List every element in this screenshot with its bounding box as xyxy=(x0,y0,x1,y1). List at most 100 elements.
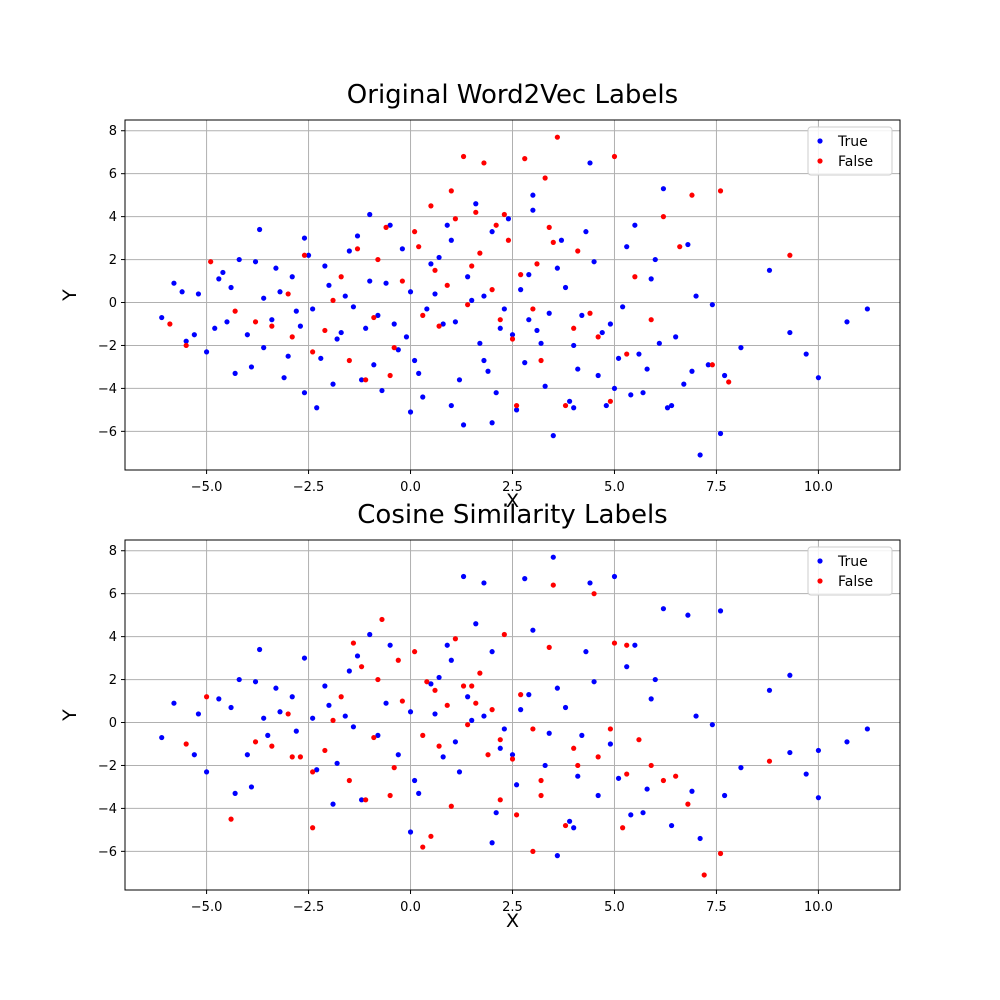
data-point-true xyxy=(195,291,202,297)
data-point-true xyxy=(546,310,552,316)
data-point-false xyxy=(387,792,393,799)
data-point-true xyxy=(420,394,426,400)
data-point-false xyxy=(428,833,434,839)
data-point-false xyxy=(473,209,479,215)
data-point-true xyxy=(440,321,446,327)
data-point-false xyxy=(701,872,707,878)
x-tick-label: −5.0 xyxy=(191,480,223,495)
data-point-true xyxy=(224,319,230,325)
data-point-true xyxy=(709,302,715,308)
data-point-false xyxy=(534,261,540,267)
data-point-false xyxy=(469,263,475,269)
data-point-true xyxy=(648,696,654,702)
data-point-true xyxy=(363,325,369,331)
data-point-true xyxy=(334,760,340,766)
data-point-true xyxy=(236,256,242,263)
data-point-false xyxy=(301,252,308,258)
x-axis-label: X xyxy=(506,490,519,512)
data-point-false xyxy=(485,752,491,758)
data-point-false xyxy=(412,229,418,235)
data-point-false xyxy=(350,640,357,646)
y-tick-label: 6 xyxy=(109,167,117,182)
data-point-false xyxy=(228,816,234,822)
data-point-true xyxy=(668,822,675,829)
legend-marker-false xyxy=(817,578,823,584)
data-point-true xyxy=(697,452,703,458)
data-point-false xyxy=(685,801,691,807)
y-tick-label: 6 xyxy=(109,587,117,602)
data-point-true xyxy=(652,676,658,683)
data-point-true xyxy=(787,749,793,756)
data-point-false xyxy=(538,777,544,784)
data-point-false xyxy=(432,267,438,273)
data-point-true xyxy=(358,797,365,803)
data-point-true xyxy=(448,402,454,409)
data-point-true xyxy=(261,295,267,301)
y-tick-label: −4 xyxy=(98,802,117,817)
data-point-false xyxy=(571,325,577,331)
data-point-false xyxy=(509,756,516,762)
data-point-false xyxy=(371,734,377,741)
data-point-false xyxy=(717,850,724,857)
data-point-false xyxy=(624,642,630,648)
data-point-true xyxy=(575,366,581,372)
data-point-true xyxy=(624,244,630,250)
data-point-true xyxy=(640,390,646,396)
data-point-true xyxy=(191,332,197,338)
data-point-false xyxy=(420,844,426,850)
data-point-false xyxy=(505,237,512,243)
data-point-true xyxy=(644,786,650,792)
data-point-true xyxy=(191,752,197,758)
data-point-true xyxy=(367,211,373,218)
data-point-false xyxy=(383,224,389,230)
data-point-false xyxy=(546,224,552,230)
data-point-true xyxy=(195,711,202,717)
data-point-false xyxy=(595,334,601,340)
data-point-true xyxy=(375,732,381,738)
data-point-true xyxy=(681,381,687,387)
data-point-true xyxy=(497,325,503,331)
data-point-true xyxy=(550,433,556,439)
data-point-true xyxy=(261,345,267,351)
data-point-true xyxy=(203,769,210,775)
series-false xyxy=(183,582,773,878)
data-point-true xyxy=(436,254,442,261)
data-point-true xyxy=(448,657,454,663)
data-point-true xyxy=(815,375,822,381)
data-point-true xyxy=(330,381,336,387)
data-point-true xyxy=(383,280,389,286)
data-point-true xyxy=(522,360,528,366)
data-point-false xyxy=(522,156,528,162)
data-point-true xyxy=(595,792,601,799)
data-point-true xyxy=(326,702,332,708)
data-point-false xyxy=(346,777,352,784)
data-point-true xyxy=(310,715,316,721)
data-point-true xyxy=(717,430,724,437)
data-point-true xyxy=(248,364,255,370)
data-point-true xyxy=(844,739,850,745)
data-point-false xyxy=(624,771,630,777)
data-point-false xyxy=(203,694,210,700)
data-point-false xyxy=(460,153,467,160)
data-point-true xyxy=(664,405,671,411)
x-tick-label: −2.5 xyxy=(293,900,325,915)
data-point-false xyxy=(497,737,503,743)
data-point-false xyxy=(436,323,442,329)
data-point-false xyxy=(269,323,275,329)
y-axis-label: Y xyxy=(59,289,81,302)
data-point-true xyxy=(697,835,703,842)
data-point-true xyxy=(522,576,528,582)
grid xyxy=(125,120,900,470)
data-point-true xyxy=(412,357,418,364)
data-point-true xyxy=(738,765,744,771)
data-point-true xyxy=(501,306,507,312)
data-point-false xyxy=(448,188,454,194)
legend: True False xyxy=(807,546,893,596)
data-point-true xyxy=(358,377,365,383)
legend-box xyxy=(807,546,893,596)
data-point-false xyxy=(595,754,601,760)
data-point-true xyxy=(314,767,320,773)
data-point-true xyxy=(685,241,691,248)
data-point-true xyxy=(722,372,728,379)
